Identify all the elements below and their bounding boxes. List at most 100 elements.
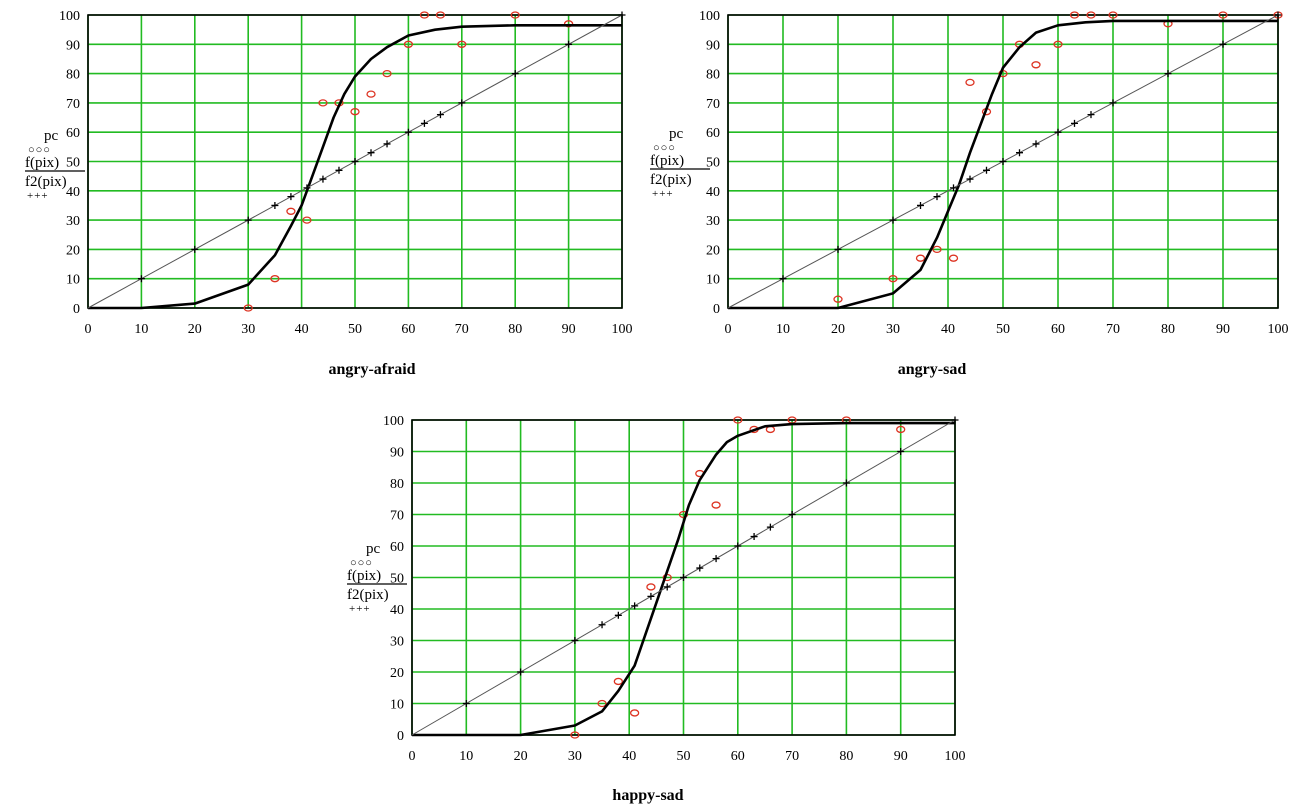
plus-marker — [966, 175, 974, 183]
plus-marker — [462, 700, 470, 707]
legend: pc○○○f(pix) f2(pix)+++ — [25, 128, 85, 202]
legend-entry-pc: pc — [366, 541, 381, 557]
plus-marker — [367, 149, 375, 157]
plus-marker — [271, 201, 279, 209]
x-tick-label: 30 — [568, 749, 582, 764]
y-tick-label: 90 — [66, 38, 80, 53]
plus-marker — [1016, 149, 1023, 157]
plus-marker — [933, 193, 941, 201]
sigmoid-line — [728, 19, 1278, 310]
y-tick-label: 10 — [66, 273, 80, 288]
plus-marker — [834, 245, 842, 253]
series-f(pix) — [728, 19, 1278, 310]
plot-frame — [411, 419, 956, 736]
plus-marker — [1274, 11, 1282, 19]
plus-marker — [1219, 40, 1227, 48]
plus-marker — [511, 70, 519, 78]
series-pc — [243, 11, 574, 312]
y-tick-label: 50 — [390, 572, 404, 587]
plus-marker — [351, 158, 359, 165]
x-tick-label: 50 — [996, 322, 1010, 337]
circle-marker — [888, 275, 898, 283]
y-tick-label: 40 — [390, 603, 404, 618]
circle-marker — [597, 699, 607, 708]
legend-entry-pc: pc — [44, 128, 59, 144]
y-tick-label: 0 — [713, 302, 720, 317]
y-tick-label: 30 — [66, 214, 80, 229]
y-tick-label: 80 — [706, 68, 720, 83]
legend: pc○○○f(pix) f2(pix)+++ — [650, 126, 710, 200]
circle-marker — [570, 731, 580, 739]
y-tick-label: 100 — [59, 9, 80, 24]
x-tick-label: 0 — [409, 749, 416, 764]
legend-entry-f: f(pix) — [347, 568, 381, 584]
circle-marker — [733, 416, 743, 424]
x-tick-label: 0 — [725, 322, 732, 337]
plus-marker — [842, 479, 850, 487]
legend-entry-f2: f2(pix) — [25, 174, 67, 190]
plus-marker — [889, 216, 897, 224]
series-f2(pix) — [727, 11, 1282, 309]
plus-marker — [779, 275, 787, 283]
plus-marker — [951, 416, 959, 424]
chart-caption: happy-sad — [612, 787, 683, 804]
y-tick-label: 30 — [706, 214, 720, 229]
y-tick-label: 20 — [66, 243, 80, 258]
plus-marker — [598, 621, 606, 629]
circle-marker — [678, 510, 689, 519]
circle-marker — [711, 501, 721, 509]
x-tick-label: 80 — [839, 749, 853, 764]
circle-marker — [243, 304, 253, 312]
circle-marker — [382, 69, 392, 78]
x-tick-label: 100 — [1268, 322, 1289, 337]
plus-marker — [897, 448, 905, 455]
circle-marker — [915, 254, 926, 262]
sigmoid-line — [412, 421, 955, 737]
legend-entry-f: f(pix) — [650, 153, 684, 169]
legend-entry-f2: f2(pix) — [650, 172, 692, 188]
plus-marker — [1032, 140, 1040, 148]
x-tick-label: 90 — [1216, 322, 1230, 337]
legend: pc○○○f(pix) f2(pix)+++ — [347, 541, 407, 615]
plus-marker — [734, 542, 742, 550]
circle-marker — [419, 11, 430, 19]
series-f(pix) — [412, 421, 955, 737]
y-tick-label: 80 — [390, 477, 404, 492]
circle-marker — [896, 425, 906, 434]
x-tick-label: 80 — [1161, 322, 1175, 337]
plus-marker — [287, 193, 295, 201]
circle-marker — [403, 40, 414, 48]
sigmoid-line — [88, 24, 622, 310]
plus-marker — [1054, 128, 1062, 136]
y-tick-label: 70 — [66, 97, 80, 112]
chart-happy-sad: 0 10 20 30 40 50 60 70 80 90 100 0 10 20 30 40 50 60 70 80 9… — [347, 414, 966, 804]
x-tick-label: 20 — [188, 322, 202, 337]
series-f2(pix) — [87, 11, 626, 309]
circle-marker — [435, 11, 446, 19]
legend-marker-f2: +++ — [27, 190, 49, 202]
series-f2(pix) — [411, 416, 959, 736]
x-tick-label: 70 — [1106, 322, 1120, 337]
plus-marker — [1109, 99, 1117, 107]
x-tick-label: 50 — [677, 749, 691, 764]
circle-marker — [366, 90, 376, 98]
x-tick-label: 50 — [348, 322, 362, 337]
plus-marker — [191, 245, 199, 253]
x-tick-label: 70 — [785, 749, 799, 764]
plus-marker — [917, 201, 924, 209]
circle-marker — [318, 99, 328, 107]
x-tick-label: 80 — [508, 322, 522, 337]
legend-marker-f2: +++ — [652, 188, 674, 200]
circle-marker — [270, 275, 280, 283]
plus-marker — [614, 611, 622, 619]
plus-marker — [420, 119, 428, 127]
chart-angry-sad: 0 10 20 30 40 50 60 70 80 90 100 0 10 20 30 40 50 60 70 80 9… — [650, 9, 1289, 378]
circle-marker — [1069, 11, 1080, 19]
plus-marker — [571, 637, 579, 644]
x-tick-label: 60 — [401, 322, 415, 337]
plus-marker — [565, 40, 573, 48]
x-tick-label: 100 — [612, 322, 633, 337]
series-pc — [570, 416, 906, 739]
x-tick-label: 40 — [622, 749, 636, 764]
y-tick-label: 20 — [706, 243, 720, 258]
